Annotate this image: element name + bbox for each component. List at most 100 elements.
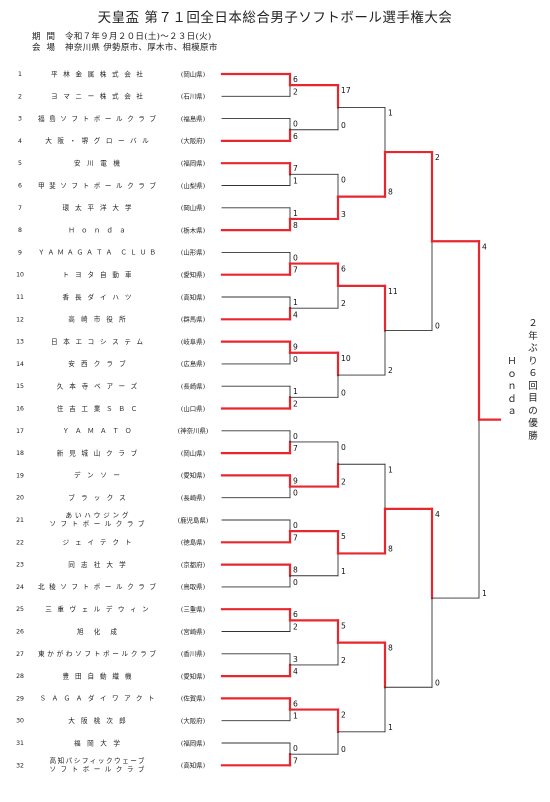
- match-score: 2: [341, 711, 346, 720]
- team-number: 12: [16, 316, 24, 323]
- match-score: 2: [293, 400, 298, 409]
- team-prefecture: (広島県): [181, 359, 205, 368]
- match-score: 0: [293, 578, 298, 587]
- team-number: 24: [16, 584, 24, 591]
- team-name: ブラックス: [68, 493, 126, 502]
- team-number: 6: [18, 183, 22, 190]
- team-number: 20: [16, 495, 24, 502]
- match-score: 2: [341, 656, 346, 665]
- team-name: デンソー: [74, 471, 120, 480]
- team-name: 大阪桃次郎: [68, 716, 126, 725]
- match-score: 0: [293, 120, 298, 129]
- team-name: Ｈｏｎｄａ: [68, 226, 126, 234]
- team-prefecture: (岡山県): [181, 69, 205, 78]
- match-score: 3: [341, 210, 346, 219]
- team-number: 14: [16, 361, 24, 368]
- team-prefecture: (鹿児島県): [178, 515, 209, 524]
- match-score: 0: [341, 443, 346, 452]
- match-score: 0: [293, 253, 298, 262]
- match-score: 1: [293, 387, 298, 396]
- match-score: 8: [388, 188, 393, 197]
- team-number: 10: [16, 272, 24, 279]
- match-score: 7: [293, 444, 298, 453]
- match-score: 8: [293, 566, 298, 575]
- team-prefecture: (大阪府): [181, 716, 205, 725]
- team-prefecture: (長崎県): [181, 382, 205, 391]
- team-prefecture: (福岡県): [181, 159, 205, 168]
- match-score: 2: [388, 366, 393, 375]
- match-score: 1: [388, 465, 393, 474]
- team-number: 31: [16, 740, 24, 747]
- team-prefecture: (山口県): [181, 404, 205, 413]
- match-score: 6: [293, 132, 298, 141]
- match-score: 0: [293, 432, 298, 441]
- team-name: 環太平洋大学: [63, 203, 132, 212]
- team-name: 三重ヴェルデウィン: [45, 605, 149, 614]
- team-name: ソフトボールクラブ: [50, 519, 145, 528]
- team-prefecture: (岡山県): [181, 448, 205, 457]
- team-prefecture: (大阪府): [181, 136, 205, 145]
- team-prefecture: (愛知県): [181, 270, 205, 279]
- team-name: ジェイテクト: [63, 539, 132, 547]
- team-number: 5: [18, 160, 22, 167]
- team-prefecture: (佐賀県): [181, 694, 205, 703]
- match-score: 2: [341, 299, 346, 308]
- team-name: 東かがわソフトボールクラブ: [38, 649, 156, 658]
- info-period: 期間 令和７年９月２０日(土)～２３日(火): [32, 30, 211, 42]
- team-number: 28: [16, 673, 24, 680]
- team-prefecture: (岡山県): [181, 203, 205, 212]
- match-score: 5: [341, 532, 346, 541]
- match-score: 2: [435, 153, 440, 162]
- match-score: 3: [293, 655, 298, 664]
- match-score: 1: [482, 589, 487, 598]
- team-name: 同志社大学: [68, 560, 126, 569]
- team-prefecture: (福岡県): [181, 738, 205, 747]
- info-venue: 会場 神奈川県 伊勢原市、厚木市、相模原市: [32, 41, 218, 53]
- team-name: 香長ダイハツ: [63, 292, 132, 301]
- match-score: 6: [293, 699, 298, 708]
- match-score: 9: [293, 476, 298, 485]
- team-name: 高知パシフィックウェーブ: [50, 756, 145, 765]
- team-prefecture: (群馬県): [181, 315, 205, 324]
- team-number: 7: [18, 205, 22, 212]
- team-number: 21: [16, 517, 24, 524]
- match-score: 4: [482, 242, 487, 251]
- team-number: 1: [18, 71, 22, 78]
- team-prefecture: (愛知県): [181, 471, 205, 480]
- team-prefecture: (鳥取県): [181, 582, 205, 591]
- match-score: 1: [341, 567, 346, 576]
- team-name: 新見城山クラブ: [57, 448, 138, 457]
- team-prefecture: (徳島県): [181, 538, 205, 547]
- info-period-value: 令和７年９月２０日(土)～２３日(火): [65, 32, 212, 42]
- match-score: 0: [341, 745, 346, 754]
- team-prefecture: (高知県): [181, 761, 205, 770]
- team-number: 22: [16, 539, 24, 546]
- team-name: 安西クラブ: [68, 359, 126, 368]
- match-score: 1: [388, 108, 393, 117]
- match-score: 6: [341, 265, 346, 274]
- team-name: 福島ソフトボールクラブ: [38, 114, 156, 123]
- match-score: 11: [388, 287, 398, 296]
- team-name: 安川電機: [74, 159, 120, 168]
- match-score: 6: [293, 610, 298, 619]
- team-name: ソフトボールクラブ: [50, 764, 145, 773]
- team-prefecture: (長崎県): [181, 493, 205, 502]
- team-prefecture: (三重県): [181, 606, 205, 614]
- match-score: 8: [388, 544, 393, 553]
- match-score: 0: [435, 321, 440, 330]
- team-prefecture: (高知県): [181, 292, 205, 301]
- team-name: 甲斐ソフトボールクラブ: [38, 181, 156, 190]
- match-score: 0: [341, 175, 346, 184]
- team-prefecture: (石川県): [181, 93, 205, 101]
- match-score: 0: [341, 121, 346, 130]
- team-number: 27: [16, 651, 24, 658]
- match-score: 0: [293, 521, 298, 530]
- match-score: 10: [341, 354, 351, 363]
- team-name: トヨタ自動車: [63, 270, 132, 279]
- team-prefecture: (神奈川県): [178, 426, 209, 435]
- team-prefecture: (香川県): [181, 649, 205, 658]
- team-name: 旭化成: [77, 627, 117, 636]
- team-name: ＹＡＭＡＧＡＴＡ ＣＬＵＢ: [38, 249, 156, 257]
- team-number: 17: [16, 428, 24, 435]
- match-score: 6: [293, 75, 298, 84]
